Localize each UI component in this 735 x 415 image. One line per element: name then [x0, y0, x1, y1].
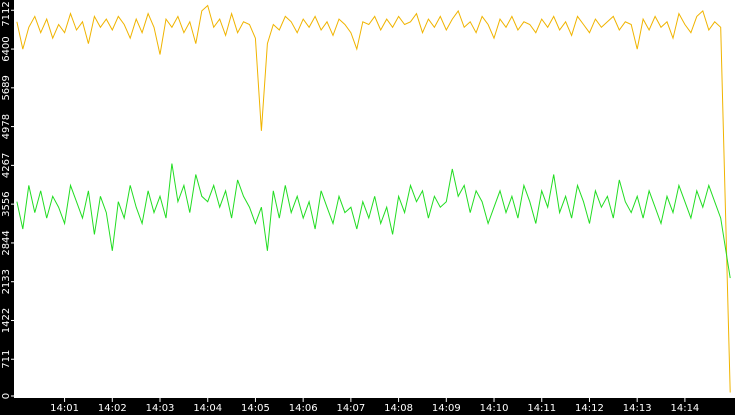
- x-tick-label: 14:01: [50, 403, 79, 414]
- y-tick-label: 4978: [1, 114, 12, 139]
- x-tick-label: 14:14: [670, 403, 699, 414]
- y-tick-label: 2133: [1, 269, 12, 294]
- x-tick-label: 14:07: [336, 403, 365, 414]
- x-tick-label: 14:10: [480, 403, 509, 414]
- x-tick-label: 14:09: [432, 403, 461, 414]
- series-line: [16, 4, 731, 393]
- x-axis-band: [0, 398, 735, 415]
- x-tick-label: 14:04: [193, 403, 222, 414]
- y-tick-label: 711: [1, 350, 12, 369]
- x-tick-label: 14:13: [623, 403, 652, 414]
- y-tick-label: 2844: [1, 230, 12, 255]
- x-tick-label: 14:11: [527, 403, 556, 414]
- x-tick-label: 14:06: [289, 403, 318, 414]
- y-tick-label: 7112: [1, 1, 12, 26]
- x-tick-label: 14:03: [146, 403, 175, 414]
- x-tick-label: 14:12: [575, 403, 604, 414]
- series-line: [16, 163, 731, 279]
- y-tick-label: 1422: [1, 308, 12, 333]
- x-tick-label: 14:05: [241, 403, 270, 414]
- y-tick-label: 5689: [1, 75, 12, 100]
- y-tick-label: 0: [1, 393, 12, 399]
- x-tick-label: 14:08: [384, 403, 413, 414]
- y-tick-label: 6400: [1, 36, 12, 61]
- y-axis-band: [0, 0, 14, 415]
- y-tick-label: 3556: [1, 191, 12, 216]
- y-tick-label: 4267: [1, 153, 12, 178]
- x-tick-label: 14:02: [98, 403, 127, 414]
